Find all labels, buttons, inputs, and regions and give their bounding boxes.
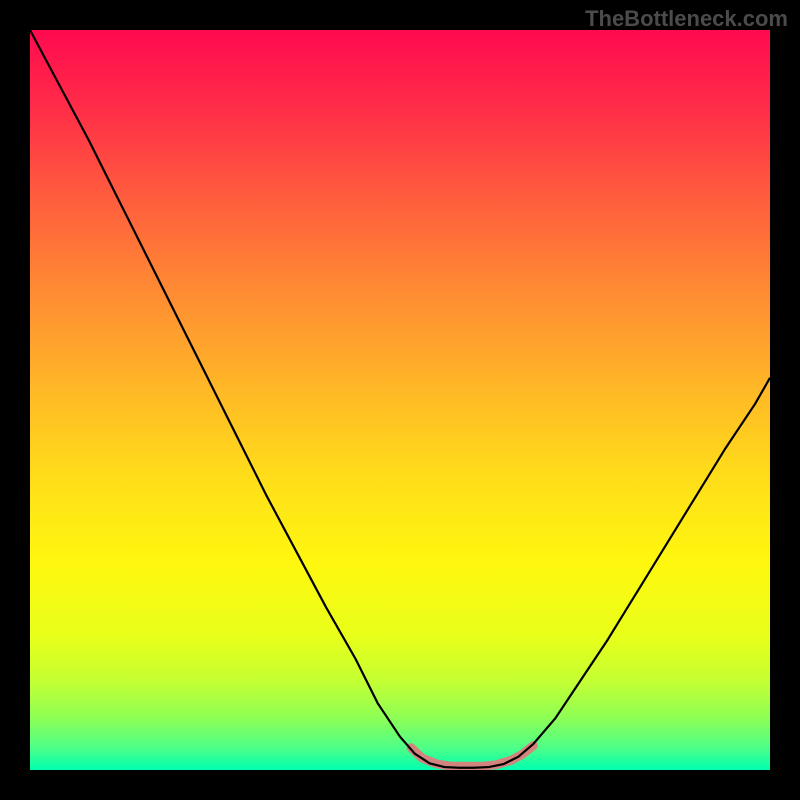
bottleneck-curve	[30, 30, 770, 768]
watermark-text: TheBottleneck.com	[585, 6, 788, 32]
plot-area	[30, 30, 770, 770]
chart-container: TheBottleneck.com	[0, 0, 800, 800]
curve-layer	[30, 30, 770, 770]
